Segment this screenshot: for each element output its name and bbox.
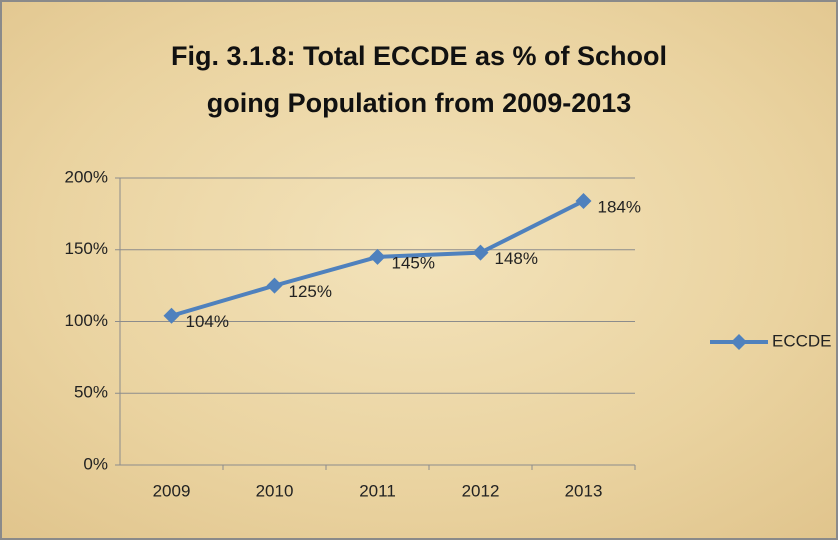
data-point (266, 277, 283, 294)
chart-title: going Population from 2009-2013 (207, 88, 632, 118)
x-tick-label: 2011 (359, 481, 396, 500)
y-tick-label: 0% (83, 454, 108, 473)
legend-marker (731, 334, 747, 350)
y-tick-label: 50% (74, 383, 108, 402)
x-tick-label: 2013 (565, 481, 603, 500)
y-tick-label: 150% (65, 239, 108, 258)
chart-title: Fig. 3.1.8: Total ECCDE as % of School (171, 41, 667, 71)
x-tick-label: 2010 (256, 481, 294, 500)
data-label: 184% (598, 197, 641, 216)
data-label: 104% (186, 312, 229, 331)
legend-label: ECCDE (772, 331, 832, 350)
x-tick-label: 2012 (462, 481, 500, 500)
data-label: 145% (392, 253, 435, 272)
data-point (575, 192, 592, 209)
y-tick-label: 100% (65, 311, 108, 330)
data-point (369, 248, 386, 265)
data-label: 148% (495, 249, 538, 268)
x-tick-label: 2009 (153, 481, 191, 500)
data-label: 125% (289, 282, 332, 301)
data-point (163, 307, 180, 324)
data-point (472, 244, 489, 261)
y-tick-label: 200% (65, 167, 108, 186)
